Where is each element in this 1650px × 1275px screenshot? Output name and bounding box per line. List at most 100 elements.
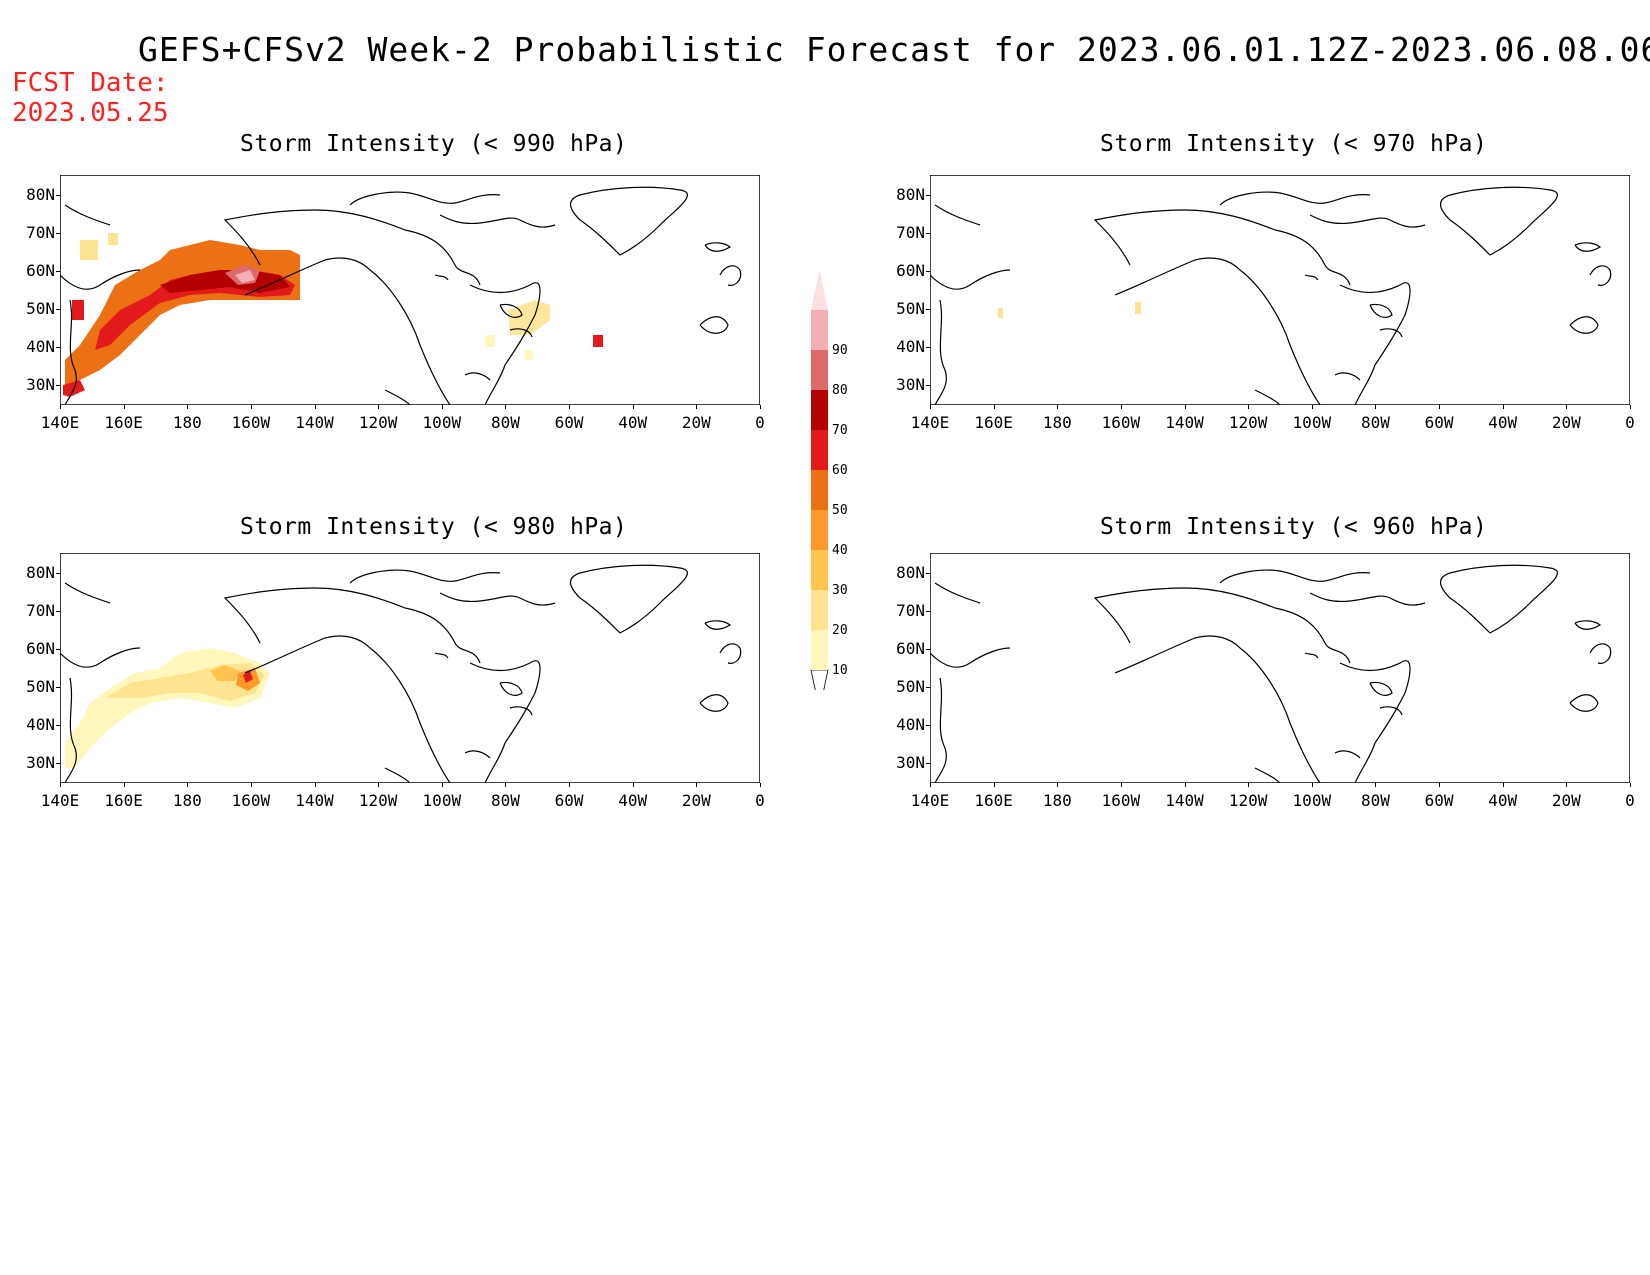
lon-label: 160W — [1101, 791, 1141, 810]
coastline-segment — [349, 191, 501, 206]
lon-tick — [250, 783, 252, 787]
lon-tick — [1311, 783, 1313, 787]
lon-tick — [1248, 783, 1250, 787]
coastline-segment — [439, 214, 556, 228]
panel-title-980: Storm Intensity (< 980 hPa) — [240, 514, 628, 540]
coastline-segment — [499, 303, 523, 318]
coastline-segment — [349, 569, 501, 584]
lon-label: 160E — [104, 413, 143, 432]
forecast-date: FCST Date: 2023.05.25 — [12, 68, 169, 128]
lat-label: 80N — [896, 563, 925, 582]
lat-label: 70N — [26, 601, 55, 620]
coastline-segment — [704, 620, 732, 630]
lon-label: 60W — [554, 413, 584, 432]
lon-label: 160E — [104, 791, 143, 810]
coastline-segment — [384, 389, 411, 405]
lon-label: 60W — [1424, 791, 1454, 810]
lon-label: 140W — [295, 791, 334, 810]
lon-tick — [993, 405, 995, 409]
map-panel-980 — [60, 553, 760, 783]
lon-tick — [1566, 783, 1568, 787]
lat-label: 40N — [896, 337, 925, 356]
lat-tick — [926, 271, 930, 272]
coastline-segment — [1354, 742, 1376, 783]
lon-tick — [187, 783, 189, 787]
coastline-segment — [60, 582, 141, 668]
coastline-segment — [509, 706, 533, 716]
coastline-segment — [244, 635, 451, 783]
colorbar-tick-label: 50 — [832, 503, 848, 518]
lat-tick — [926, 725, 930, 726]
coastline-segment — [1304, 274, 1319, 281]
lon-tick — [60, 783, 61, 787]
coastline-segment — [439, 592, 556, 606]
lon-tick — [696, 783, 698, 787]
coastline-segment — [64, 677, 77, 783]
coastline — [60, 564, 742, 783]
colorbar-segment — [811, 590, 828, 630]
map-frame — [930, 175, 1630, 405]
lon-label: 140E — [910, 413, 950, 432]
lon-tick — [569, 783, 571, 787]
lon-tick — [1248, 405, 1250, 409]
colorbar-tick-label: 60 — [832, 463, 848, 478]
coastline-segment — [1334, 372, 1361, 381]
lon-tick — [1375, 783, 1377, 787]
coastline — [930, 186, 1612, 405]
colorbar-segment — [811, 430, 828, 470]
lon-tick — [505, 783, 507, 787]
coastline-segment — [434, 274, 449, 281]
lon-label: 80W — [491, 791, 520, 810]
colorbar-tick-label: 70 — [832, 423, 848, 438]
colorbar-segment — [811, 310, 828, 350]
coastline-segment — [704, 242, 732, 252]
lon-label: 0 — [1625, 413, 1635, 432]
lon-label: 180 — [172, 413, 202, 432]
colorbar-tick-label: 20 — [832, 623, 848, 638]
colorbar-segment — [811, 510, 828, 550]
lon-label: 40W — [618, 413, 648, 432]
coastline-segment — [1589, 265, 1612, 286]
lon-tick — [1184, 783, 1186, 787]
coastline-segment — [1369, 681, 1393, 696]
lat-label: 50N — [896, 677, 925, 696]
lon-tick — [1439, 405, 1441, 409]
lon-label: 0 — [755, 413, 765, 432]
coastline-segment — [223, 209, 406, 266]
lon-tick — [632, 405, 634, 409]
coastline-segment — [404, 229, 481, 286]
lat-label: 30N — [26, 375, 55, 394]
lon-tick — [187, 405, 189, 409]
lon-label: 140W — [1165, 791, 1204, 810]
lon-label: 40W — [1488, 791, 1518, 810]
lon-tick — [1120, 783, 1122, 787]
colorbar-segment — [811, 470, 828, 510]
lon-label: 0 — [1625, 791, 1635, 810]
coastline — [60, 186, 742, 405]
lat-tick — [926, 309, 930, 310]
coastline-segment — [384, 767, 411, 783]
coastline-segment — [464, 372, 491, 381]
lat-label: 40N — [26, 337, 55, 356]
lon-label: 80W — [1361, 413, 1390, 432]
coastline-segment — [699, 316, 729, 334]
lat-label: 50N — [26, 677, 55, 696]
lat-label: 70N — [896, 601, 925, 620]
coastline-segment — [1574, 242, 1602, 252]
coastline-segment — [934, 299, 947, 405]
map-panel-960 — [930, 553, 1630, 783]
lat-label: 80N — [26, 563, 55, 582]
lat-tick — [56, 385, 60, 386]
lon-tick — [1184, 405, 1186, 409]
lon-tick — [1057, 405, 1059, 409]
coastline-segment — [1379, 706, 1403, 716]
lon-label: 160W — [1101, 413, 1141, 432]
coastline-segment — [469, 660, 541, 744]
coastline-segment — [1569, 316, 1599, 334]
coastline-segment — [1569, 694, 1599, 712]
lat-label: 80N — [896, 185, 925, 204]
coastline-segment — [1219, 569, 1371, 584]
lon-label: 80W — [1361, 791, 1390, 810]
coastline-segment — [930, 204, 1011, 290]
lon-tick — [441, 783, 443, 787]
